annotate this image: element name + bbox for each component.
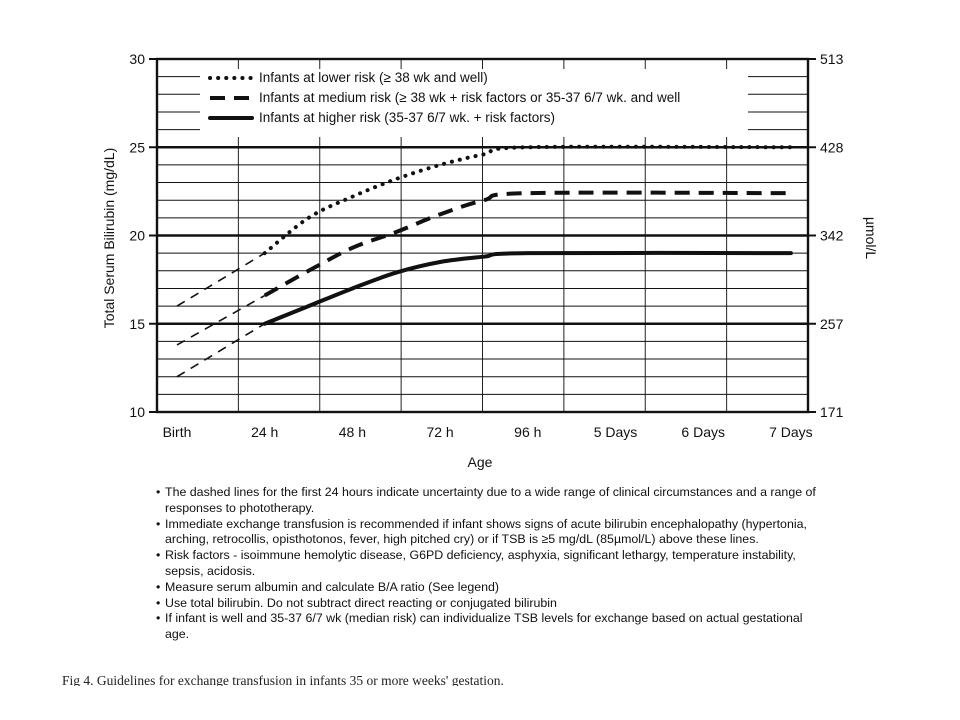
series-3 xyxy=(176,250,793,378)
note-item: Risk factors - isoimmune hemolytic disea… xyxy=(156,548,816,580)
exchange-transfusion-chart: Infants at lower risk (≥ 38 wk and well)… xyxy=(101,51,879,470)
y-tick-label-right: 428 xyxy=(820,139,844,155)
series-layer xyxy=(176,144,793,378)
x-tick-label: 24 h xyxy=(251,424,278,440)
series-2-uncertain-segment xyxy=(176,294,266,346)
x-axis-ticks: Birth 24 h 48 h 72 h 96 h 5 Days 6 Days 7 Days xyxy=(163,424,813,440)
y-axis-left-ticks: 10 15 20 25 30 xyxy=(129,51,145,420)
y-tick-label-right: 171 xyxy=(820,404,844,420)
y-tick-label-left: 15 xyxy=(129,316,145,332)
y-axis-right-title: µmol/L xyxy=(863,217,879,260)
note-item: Use total bilirubin. Do not subtract dir… xyxy=(156,596,816,612)
note-item: The dashed lines for the first 24 hours … xyxy=(156,485,816,517)
note-item: If infant is well and 35-37 6/7 wk (medi… xyxy=(156,611,816,643)
y-tick-label-left: 10 xyxy=(129,404,145,420)
x-tick-label: 48 h xyxy=(339,424,366,440)
x-tick-label: 5 Days xyxy=(594,424,638,440)
legend-label-2: Infants at medium risk (≥ 38 wk + risk f… xyxy=(259,90,680,105)
y-tick-label-right: 513 xyxy=(820,51,844,67)
legend-background xyxy=(200,69,748,137)
x-tick-label: 96 h xyxy=(514,424,541,440)
y-tick-label-left: 20 xyxy=(129,228,145,244)
guideline-notes: The dashed lines for the first 24 hours … xyxy=(156,485,816,643)
y-axis-right-ticks: 171 257 342 428 513 xyxy=(820,51,844,420)
figure-caption-text: Fig 4. Guidelines for exchange transfusi… xyxy=(62,673,504,686)
series-2-line xyxy=(263,190,791,298)
x-tick-label: 7 Days xyxy=(769,424,813,440)
series-2 xyxy=(176,190,791,346)
x-tick-label: 6 Days xyxy=(681,424,725,440)
x-tick-label: Birth xyxy=(163,424,192,440)
series-3-uncertain-segment xyxy=(176,323,266,378)
series-3-line xyxy=(262,250,793,326)
series-1 xyxy=(176,144,793,307)
figure-caption: Fig 4. Guidelines for exchange transfusi… xyxy=(62,668,682,686)
series-1-uncertain-segment xyxy=(176,252,266,307)
y-tick-label-left: 30 xyxy=(129,51,145,67)
plot-frame xyxy=(149,57,816,414)
note-item: Measure serum albumin and calculate B/A … xyxy=(156,580,816,596)
y-tick-label-right: 342 xyxy=(820,228,844,244)
x-axis-title: Age xyxy=(468,454,493,470)
y-tick-label-left: 25 xyxy=(129,139,145,155)
x-tick-label: 72 h xyxy=(426,424,453,440)
note-item: Immediate exchange transfusion is recomm… xyxy=(156,517,816,549)
y-tick-label-right: 257 xyxy=(820,316,844,332)
legend-label-1: Infants at lower risk (≥ 38 wk and well) xyxy=(259,70,488,85)
legend-label-3: Infants at higher risk (35-37 6/7 wk. + … xyxy=(259,110,555,125)
series-1-line xyxy=(262,144,793,256)
legend: Infants at lower risk (≥ 38 wk and well)… xyxy=(200,69,748,137)
y-axis-left-title: Total Serum Bilirubin (mg/dL) xyxy=(101,148,117,329)
